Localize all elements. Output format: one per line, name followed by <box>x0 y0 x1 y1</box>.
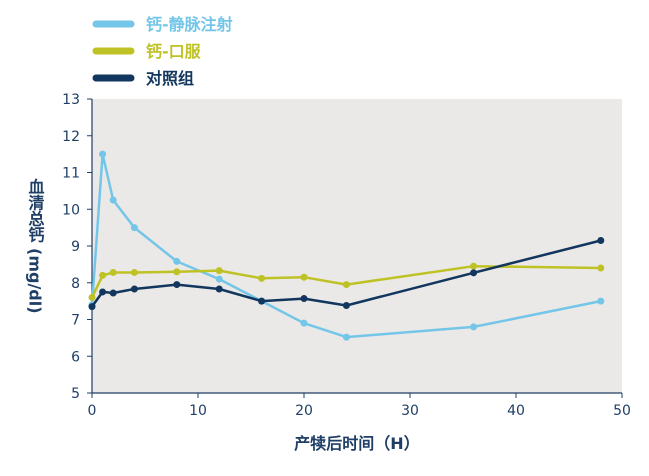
data-point <box>173 268 181 276</box>
legend-item: 对照组 <box>92 69 194 88</box>
y-tick-label: 9 <box>71 239 80 255</box>
x-axis: 0 10 20 30 40 50 <box>88 392 631 419</box>
data-point <box>342 333 350 341</box>
data-point <box>173 281 181 289</box>
data-point <box>130 268 138 276</box>
x-tick-label: 20 <box>295 403 313 419</box>
data-point <box>597 236 605 244</box>
y-tick-label: 7 <box>71 313 80 329</box>
legend-item: 钙-静脉注射 <box>92 15 233 34</box>
series-layer <box>88 150 605 341</box>
y-axis-title: 血清总钙 (mg/dl) <box>26 178 45 314</box>
y-tick-label: 10 <box>62 202 80 218</box>
data-point <box>130 224 138 232</box>
y-tick-label: 8 <box>71 276 80 292</box>
data-point <box>109 196 117 204</box>
data-point <box>215 285 223 293</box>
series-3 <box>88 236 605 311</box>
legend-label: 钙-静脉注射 <box>146 15 233 34</box>
y-tick-label: 5 <box>71 386 80 402</box>
legend-label: 钙-口服 <box>146 42 202 61</box>
data-point <box>99 150 107 158</box>
data-point <box>470 269 478 277</box>
data-point <box>300 295 308 303</box>
y-tick-label: 11 <box>62 166 80 182</box>
data-point <box>470 323 478 331</box>
legend-item: 钙-口服 <box>92 42 202 61</box>
data-point <box>342 281 350 289</box>
data-point <box>173 257 181 265</box>
data-point <box>300 273 308 281</box>
x-tick-label: 50 <box>613 403 631 419</box>
y-tick-label: 6 <box>71 349 80 365</box>
y-tick-label: 13 <box>62 92 80 108</box>
data-point <box>300 319 308 327</box>
data-point <box>597 297 605 305</box>
y-axis: 5 6 7 8 9 10 11 12 13 <box>62 92 93 402</box>
data-point <box>109 289 117 297</box>
data-point <box>258 297 266 305</box>
series-2 <box>88 262 605 301</box>
plot-background <box>92 99 622 393</box>
data-point <box>109 268 117 276</box>
legend-label: 对照组 <box>146 69 194 88</box>
x-tick-label: 40 <box>507 403 525 419</box>
y-tick-label: 12 <box>62 129 80 145</box>
data-point <box>215 267 223 275</box>
x-tick-label: 0 <box>88 403 97 419</box>
data-point <box>88 293 96 301</box>
x-axis-title: 产犊后时间（H） <box>294 434 419 453</box>
data-point <box>88 303 96 311</box>
data-point <box>258 274 266 282</box>
data-point <box>99 288 107 296</box>
x-tick-label: 30 <box>401 403 419 419</box>
series-1 <box>88 150 605 341</box>
data-point <box>130 285 138 293</box>
data-point <box>342 302 350 310</box>
data-point <box>597 264 605 272</box>
x-tick-label: 10 <box>189 403 207 419</box>
data-point <box>215 275 223 283</box>
data-point <box>99 271 107 279</box>
data-point <box>470 262 478 270</box>
